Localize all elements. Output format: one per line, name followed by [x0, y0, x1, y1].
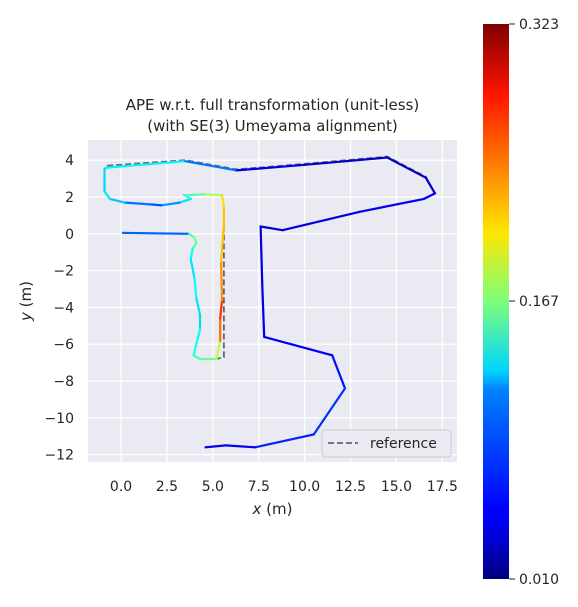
estimate-segment	[105, 160, 187, 169]
colorbar-label-max: 0.323	[519, 17, 559, 33]
estimate-segment	[202, 193, 224, 197]
x-tick-label: 2.5	[156, 479, 178, 495]
estimate-segment	[220, 223, 225, 263]
estimate-segment	[358, 197, 426, 213]
x-tick-label: 17.5	[427, 479, 458, 495]
y-tick-label: −8	[53, 374, 74, 390]
estimate-segment	[259, 225, 264, 291]
estimate-segment	[235, 163, 306, 172]
y-tick-label: 4	[65, 153, 74, 169]
y-tick-label: 2	[65, 190, 74, 206]
estimate-segment	[261, 287, 266, 338]
colorbar: 0.323 0.167 0.010	[483, 17, 559, 588]
estimate-segment	[281, 210, 361, 232]
estimate-segment	[160, 201, 181, 207]
estimate-segment	[195, 297, 202, 316]
estimate-segment	[220, 260, 224, 302]
estimate-segment	[184, 193, 205, 197]
estimate-segment	[192, 354, 202, 361]
chart-title-line2: (with SE(3) Umeyama alignment)	[147, 117, 398, 135]
tick-labels: 0.0 2.5 5.0 7.5 10.0 12.5 15.0 17.5 4 2 0 −2 −4 −6 −8 −…	[44, 153, 457, 495]
estimate-segment	[204, 444, 227, 449]
estimate-segment	[254, 433, 315, 449]
plot-area	[88, 140, 457, 462]
colorbar-label-mid: 0.167	[519, 294, 559, 310]
estimate-series	[103, 156, 437, 449]
estimate-segment	[303, 156, 389, 166]
estimate-segment	[386, 156, 427, 179]
chart-title-line1: APE w.r.t. full transformation (unit-les…	[126, 96, 420, 114]
estimate-segment	[219, 299, 224, 320]
x-tick-label: 10.0	[289, 479, 320, 495]
estimate-segment	[108, 197, 126, 204]
estimate-segment	[224, 444, 257, 449]
estimate-segment	[422, 192, 437, 200]
estimate-segment	[121, 231, 191, 235]
x-tick-label: 15.0	[381, 479, 412, 495]
estimate-segment	[103, 190, 112, 200]
y-axis-title: y (m)	[17, 281, 35, 322]
estimate-segment	[189, 247, 194, 261]
x-tick-label: 7.5	[248, 479, 270, 495]
colorbar-label-min: 0.010	[519, 572, 559, 588]
estimate-segment	[189, 258, 196, 280]
estimate-segment	[149, 203, 163, 207]
estimate-segment	[424, 176, 437, 195]
estimate-segment	[215, 339, 222, 361]
y-tick-label: −12	[44, 448, 74, 464]
estimate-segment	[191, 241, 198, 250]
estimate-segment	[331, 354, 347, 390]
estimate-segment	[259, 225, 284, 232]
legend-box	[321, 429, 452, 458]
estimate-segment	[187, 232, 196, 239]
estimate-segment	[123, 201, 152, 206]
estimate-segment	[184, 160, 238, 172]
estimate-segment	[220, 194, 225, 208]
legend: reference	[321, 429, 452, 458]
estimate-segment	[178, 197, 192, 204]
x-tick-label: 0.0	[110, 479, 132, 495]
y-tick-label: −4	[53, 300, 74, 316]
y-tick-label: −6	[53, 337, 74, 353]
estimate-segment	[263, 335, 334, 357]
y-tick-label: −10	[44, 411, 74, 427]
y-tick-label: −2	[53, 264, 74, 280]
legend-reference-label: reference	[370, 436, 437, 452]
estimate-segment	[312, 387, 347, 436]
x-tick-label: 5.0	[202, 479, 224, 495]
x-axis-title: x (m)	[252, 500, 293, 518]
estimate-segment	[192, 343, 198, 357]
estimate-segment	[193, 276, 198, 300]
estimate-segment	[195, 328, 202, 346]
y-tick-label: 0	[65, 227, 74, 243]
x-tick-label: 12.5	[335, 479, 366, 495]
colorbar-gradient	[483, 24, 509, 579]
